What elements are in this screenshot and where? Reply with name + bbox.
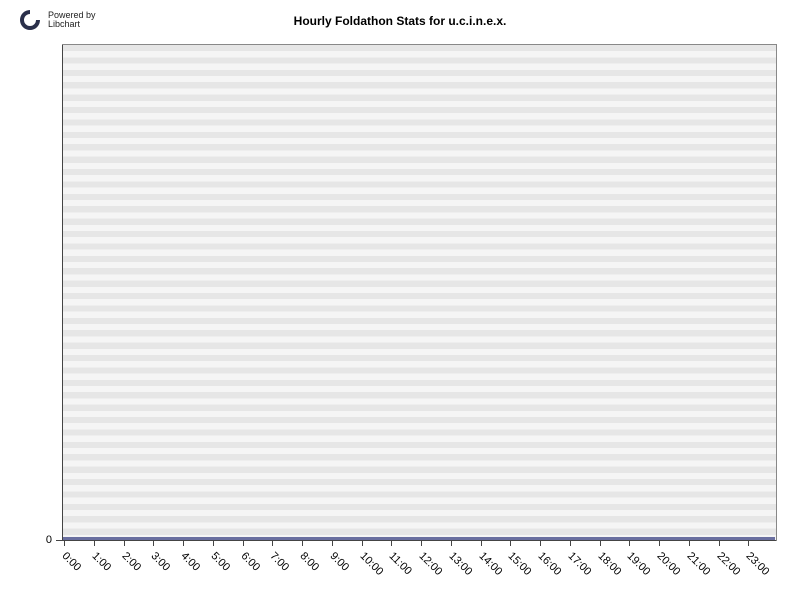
x-tick-label: 10:00 xyxy=(357,550,385,578)
x-tick-label: 18:00 xyxy=(595,550,623,578)
x-tick-label: 19:00 xyxy=(625,550,653,578)
y-axis-line xyxy=(62,45,63,541)
x-tick xyxy=(391,540,392,546)
x-tick xyxy=(748,540,749,546)
x-tick xyxy=(510,540,511,546)
y-tick-label: 0 xyxy=(22,534,52,546)
x-tick xyxy=(719,540,720,546)
x-tick-label: 5:00 xyxy=(208,550,232,574)
x-tick-label: 2:00 xyxy=(119,550,143,574)
x-tick-label: 3:00 xyxy=(149,550,173,574)
x-tick xyxy=(124,540,125,546)
x-tick-label: 13:00 xyxy=(446,550,474,578)
x-tick-label: 20:00 xyxy=(655,550,683,578)
x-tick xyxy=(629,540,630,546)
x-tick xyxy=(600,540,601,546)
x-tick xyxy=(481,540,482,546)
x-tick xyxy=(243,540,244,546)
x-tick xyxy=(570,540,571,546)
x-tick-label: 11:00 xyxy=(387,550,414,577)
x-tick xyxy=(153,540,154,546)
x-tick-label: 21:00 xyxy=(684,550,712,578)
x-tick-label: 4:00 xyxy=(179,550,203,574)
x-tick xyxy=(332,540,333,546)
x-tick-label: 16:00 xyxy=(536,550,564,578)
x-tick-label: 8:00 xyxy=(298,550,322,574)
chart-container: Powered by Libchart Hourly Foldathon Sta… xyxy=(0,0,800,600)
x-tick xyxy=(302,540,303,546)
x-tick-label: 1:00 xyxy=(89,550,113,574)
x-tick xyxy=(451,540,452,546)
x-tick xyxy=(94,540,95,546)
x-tick xyxy=(213,540,214,546)
x-tick xyxy=(272,540,273,546)
x-tick-label: 17:00 xyxy=(565,550,593,578)
plot-area xyxy=(62,44,777,541)
x-tick xyxy=(362,540,363,546)
chart-title: Hourly Foldathon Stats for u.c.i.n.e.x. xyxy=(0,14,800,28)
x-tick-label: 12:00 xyxy=(417,550,445,578)
x-tick xyxy=(659,540,660,546)
x-tick xyxy=(183,540,184,546)
x-tick-label: 0:00 xyxy=(60,550,84,574)
x-tick xyxy=(64,540,65,546)
x-tick-label: 6:00 xyxy=(238,550,262,574)
x-axis-line xyxy=(62,540,776,541)
baseline-band xyxy=(63,537,775,540)
x-tick xyxy=(540,540,541,546)
x-tick-label: 23:00 xyxy=(744,550,772,578)
x-tick-label: 14:00 xyxy=(476,550,504,578)
x-tick xyxy=(689,540,690,546)
x-tick xyxy=(421,540,422,546)
x-tick-label: 15:00 xyxy=(506,550,534,578)
x-tick-label: 7:00 xyxy=(268,550,292,574)
x-tick-label: 9:00 xyxy=(327,550,351,574)
x-tick-label: 22:00 xyxy=(714,550,742,578)
y-tick xyxy=(56,540,62,541)
